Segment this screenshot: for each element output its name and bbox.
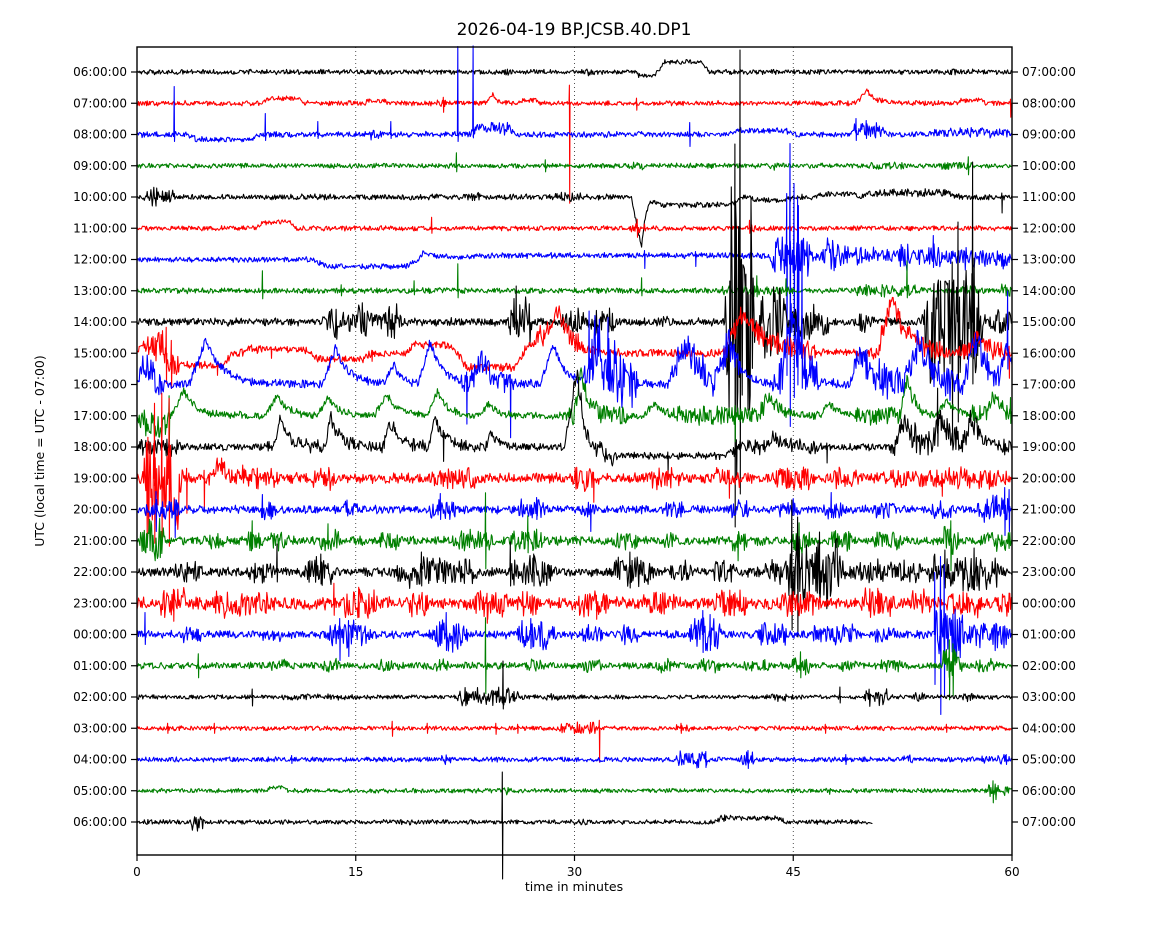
local-time-label: 16:00:00 [1022, 346, 1076, 360]
local-time-label: 01:00:00 [1022, 628, 1076, 642]
utc-time-label: 21:00:00 [73, 534, 127, 548]
trace-row-06:00:00 [136, 59, 1013, 79]
utc-time-label: 14:00:00 [73, 315, 127, 329]
trace-row-19:00:00 [136, 392, 1013, 547]
local-time-label: 08:00:00 [1022, 96, 1076, 110]
utc-time-label: 20:00:00 [73, 503, 127, 517]
local-time-label: 10:00:00 [1022, 159, 1076, 173]
x-tick-label: 45 [786, 865, 801, 879]
trace-row-03:00:00 [136, 719, 1013, 763]
x-tick-label: 15 [348, 865, 363, 879]
local-time-label: 21:00:00 [1022, 503, 1076, 517]
trace-row-13:00:00 [136, 260, 1013, 300]
trace-row-11:00:00 [136, 216, 1013, 238]
x-tick-label: 60 [1004, 865, 1019, 879]
trace-row-05:00:00 [136, 780, 1013, 804]
utc-time-label: 15:00:00 [73, 346, 127, 360]
utc-time-label: 09:00:00 [73, 159, 127, 173]
gridlines [355, 47, 794, 855]
trace-row-22:00:00 [136, 499, 1013, 638]
trace-row-16:00:00 [136, 196, 1013, 439]
utc-time-label: 01:00:00 [73, 659, 127, 673]
local-time-label: 13:00:00 [1022, 253, 1076, 267]
utc-time-label: 11:00:00 [73, 221, 127, 235]
local-time-label: 14:00:00 [1022, 284, 1076, 298]
utc-time-label: 16:00:00 [73, 378, 127, 392]
local-time-label: 07:00:00 [1022, 815, 1076, 829]
x-tick-label: 0 [133, 865, 141, 879]
trace-row-04:00:00 [136, 749, 1013, 770]
utc-time-label: 02:00:00 [73, 690, 127, 704]
utc-time-label: 07:00:00 [73, 96, 127, 110]
utc-time-label: 08:00:00 [73, 128, 127, 142]
local-time-label: 17:00:00 [1022, 378, 1076, 392]
waveform-traces [136, 45, 1013, 880]
utc-time-label: 10:00:00 [73, 190, 127, 204]
trace-row-02:00:00 [136, 660, 1013, 710]
local-time-label: 23:00:00 [1022, 565, 1076, 579]
trace-row-00:00:00 [136, 555, 1013, 716]
utc-time-label: 13:00:00 [73, 284, 127, 298]
utc-time-label: 06:00:00 [73, 815, 127, 829]
local-time-label: 09:00:00 [1022, 128, 1076, 142]
local-time-label: 20:00:00 [1022, 471, 1076, 485]
trace-row-17:00:00 [136, 367, 1013, 443]
local-time-label: 04:00:00 [1022, 721, 1076, 735]
trace-row-01:00:00 [136, 617, 1013, 701]
tick-marks [131, 71, 1018, 861]
local-time-label: 19:00:00 [1022, 440, 1076, 454]
local-time-label: 12:00:00 [1022, 221, 1076, 235]
trace-row-07:00:00 [136, 84, 1013, 204]
utc-time-label: 00:00:00 [73, 628, 127, 642]
local-time-label: 03:00:00 [1022, 690, 1076, 704]
utc-time-label: 22:00:00 [73, 565, 127, 579]
utc-time-label: 18:00:00 [73, 440, 127, 454]
plot-title: 2026-04-19 BP.JCSB.40.DP1 [457, 20, 692, 40]
local-time-label: 15:00:00 [1022, 315, 1076, 329]
trace-row-21:00:00 [136, 492, 1013, 572]
local-time-label: 11:00:00 [1022, 190, 1076, 204]
utc-time-label: 12:00:00 [73, 253, 127, 267]
trace-row-10:00:00 [136, 186, 1013, 248]
utc-time-label: 23:00:00 [73, 596, 127, 610]
utc-time-label: 17:00:00 [73, 409, 127, 423]
x-axis-label: time in minutes [525, 879, 623, 894]
trace-row-20:00:00 [136, 486, 1013, 539]
local-time-label: 05:00:00 [1022, 753, 1076, 767]
local-time-label: 18:00:00 [1022, 409, 1076, 423]
trace-row-12:00:00 [136, 142, 1013, 428]
local-time-label: 22:00:00 [1022, 534, 1076, 548]
trace-row-09:00:00 [136, 152, 1013, 176]
local-time-label: 06:00:00 [1022, 784, 1076, 798]
x-tick-label: 30 [567, 865, 582, 879]
local-time-label: 00:00:00 [1022, 596, 1076, 610]
trace-row-14:00:00 [136, 49, 1013, 528]
trace-row-06:00:00 [136, 771, 873, 880]
trace-row-23:00:00 [136, 582, 1013, 624]
utc-time-label: 05:00:00 [73, 784, 127, 798]
utc-time-label: 03:00:00 [73, 721, 127, 735]
trace-row-08:00:00 [136, 45, 1013, 148]
trace-row-18:00:00 [136, 369, 1013, 481]
utc-time-label: 04:00:00 [73, 753, 127, 767]
y-axis-label: UTC (local time = UTC - 07:00) [32, 355, 47, 547]
utc-time-label: 19:00:00 [73, 471, 127, 485]
local-time-label: 07:00:00 [1022, 65, 1076, 79]
utc-time-label: 06:00:00 [73, 65, 127, 79]
local-time-label: 02:00:00 [1022, 659, 1076, 673]
tick-labels: 06:00:00 07:00:00 07:00:00 08:00:00 08:00:00… [73, 65, 1076, 879]
